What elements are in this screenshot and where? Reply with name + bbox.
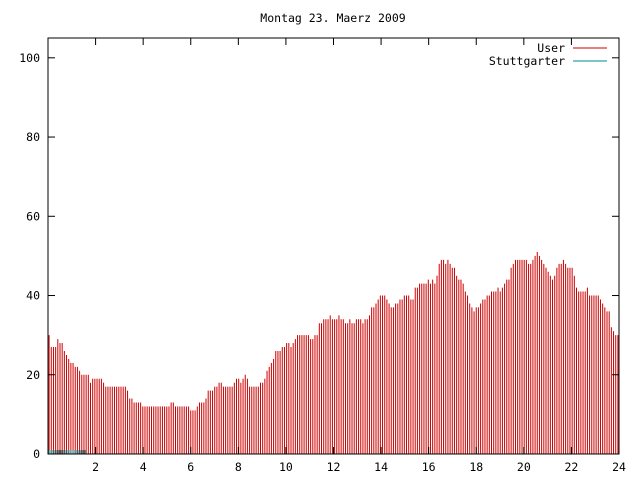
x-tick-label: 16 <box>422 460 436 474</box>
x-tick-label: 4 <box>140 460 147 474</box>
y-tick-label: 100 <box>19 51 40 65</box>
x-tick-label: 18 <box>469 460 483 474</box>
y-tick-label: 0 <box>33 447 40 461</box>
series-stuttgarter-bars <box>48 450 86 454</box>
series-user-bars <box>48 251 619 454</box>
y-tick-label: 60 <box>26 209 40 223</box>
x-tick-label: 12 <box>327 460 341 474</box>
y-tick-label: 40 <box>26 289 40 303</box>
y-tick-label: 80 <box>26 130 40 144</box>
x-tick-label: 20 <box>517 460 531 474</box>
y-axis: 0 20 40 60 80 100 <box>19 51 619 461</box>
x-tick-label: 22 <box>564 460 578 474</box>
x-tick-label: 8 <box>235 460 242 474</box>
chart-title: Montag 23. Maerz 2009 <box>260 11 405 25</box>
x-tick-label: 14 <box>374 460 388 474</box>
legend-label-stuttgarter: Stuttgarter <box>489 54 565 68</box>
legend-label-user: User <box>537 41 565 55</box>
x-tick-label: 6 <box>187 460 194 474</box>
x-tick-label: 2 <box>92 460 99 474</box>
x-tick-label: 10 <box>279 460 293 474</box>
legend: User Stuttgarter <box>489 41 607 68</box>
y-tick-label: 20 <box>26 368 40 382</box>
x-tick-label: 24 <box>612 460 626 474</box>
x-axis: 2 4 6 8 10 12 14 16 18 20 22 24 <box>92 38 626 474</box>
